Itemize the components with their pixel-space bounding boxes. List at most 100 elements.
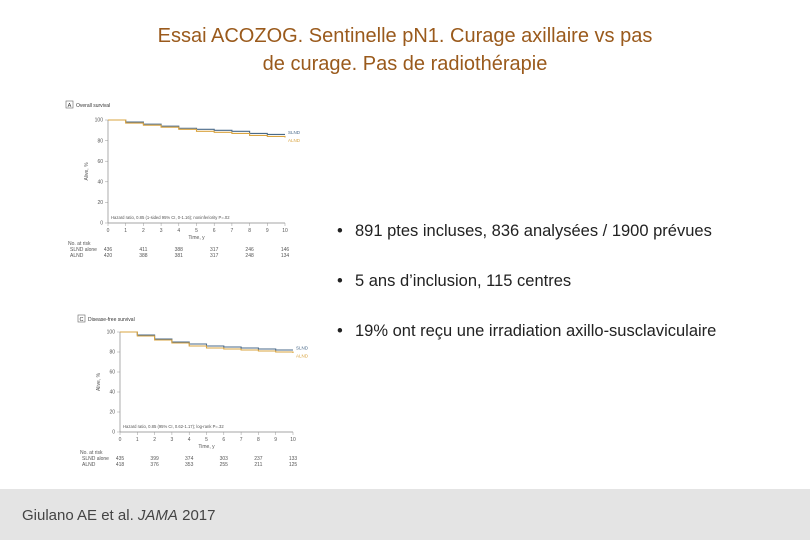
risk-table-cell: 125	[289, 462, 298, 468]
panel-letter: A	[68, 103, 72, 109]
disease-free-survival-figure: C Disease-free survival 0 20 40 60 80 100 0 1 2 3 4 5…	[75, 312, 315, 480]
risk-table-cell: 418	[116, 462, 125, 468]
risk-table-cell: 436	[104, 247, 113, 253]
overall-survival-figure: A Overall survival 0 20 40 60 80 100 0 1 2 3 4 5 6 7 8 9 1…	[60, 98, 300, 268]
survival-curve-alnd	[108, 119, 286, 138]
panel-letter-box	[77, 314, 86, 323]
x-tick-label: 1	[136, 437, 139, 443]
chart-title: Disease-free survival	[88, 317, 135, 323]
risk-table-cell: 255	[220, 462, 229, 468]
bullet-dot: •	[337, 272, 343, 290]
x-tick-label: 10	[290, 437, 296, 443]
y-axis-label: Alive, %	[84, 162, 90, 181]
bullet-item: • 5 ans d’inclusion, 115 centres	[337, 268, 807, 318]
risk-table-cell: 134	[281, 253, 290, 259]
risk-table-cell: 411	[139, 247, 147, 253]
bullet-text: 19% ont reçu une irradiation axillo-susc…	[355, 322, 717, 340]
x-tick-label: 1	[124, 228, 127, 234]
x-tick-label: 8	[248, 228, 251, 234]
y-tick-label: 60	[97, 159, 103, 165]
y-tick-label: 60	[109, 370, 115, 376]
x-tick-label: 9	[274, 437, 277, 443]
y-tick-label: 40	[109, 390, 115, 396]
series-label: SLND	[296, 346, 309, 351]
risk-table-cell: 211	[254, 462, 262, 468]
risk-table-cell: 420	[104, 253, 113, 259]
x-axis-label: Time, y	[198, 444, 215, 450]
risk-table-cell: 317	[210, 247, 219, 253]
disease-free-survival-chart: C Disease-free survival 0 20 40 60 80 100 0 1 2 3 4 5…	[77, 314, 309, 468]
y-tick-label: 80	[109, 350, 115, 356]
y-tick-label: 0	[112, 430, 115, 436]
risk-table-cell: 353	[185, 462, 194, 468]
series-label: ALND	[296, 354, 309, 359]
x-tick-label: 6	[213, 228, 216, 234]
y-tick-label: 100	[107, 330, 116, 336]
slide-title-line-2: de curage. Pas de radiothérapie	[262, 53, 548, 75]
risk-table-header: No. at risk	[80, 450, 103, 456]
x-tick-label: 7	[231, 228, 234, 234]
x-tick-label: 10	[282, 228, 288, 234]
risk-table-row-label: SLND alone	[82, 456, 109, 462]
y-tick-label: 20	[97, 200, 103, 206]
risk-table-row-label: SLND alone	[70, 247, 97, 253]
bullet-item: • 19% ont reçu une irradiation axillo-sus…	[337, 318, 807, 368]
citation-authors: Giulano AE et al.	[22, 507, 134, 524]
x-tick-label: 2	[142, 228, 145, 234]
x-tick-label: 0	[107, 228, 110, 234]
risk-table-cell: 133	[289, 456, 298, 462]
series-label: ALND	[288, 138, 300, 143]
risk-table-cell: 376	[150, 462, 159, 468]
x-tick-label: 3	[160, 228, 163, 234]
x-tick-label: 7	[240, 437, 243, 443]
x-tick-label: 4	[188, 437, 191, 443]
x-tick-label: 5	[195, 228, 198, 234]
bullet-list: • 891 ptes incluses, 836 analysées / 1900…	[337, 218, 807, 368]
citation-journal: JAMA	[137, 507, 178, 524]
x-tick-label: 8	[257, 437, 260, 443]
risk-table-cell: 374	[185, 456, 194, 462]
y-tick-label: 80	[97, 138, 103, 144]
footer-bar: Giulano AE et al. JAMA 2017	[0, 489, 810, 540]
risk-table-cell: 146	[281, 247, 290, 253]
panel-letter: C	[80, 317, 84, 323]
risk-table-row-label: ALND	[70, 253, 84, 259]
risk-table-cell: 388	[139, 253, 148, 259]
series-label: SLND alone	[288, 130, 300, 135]
x-tick-label: 3	[171, 437, 174, 443]
risk-table-cell: 399	[150, 456, 159, 462]
x-tick-label: 2	[153, 437, 156, 443]
bullet-dot: •	[337, 322, 343, 340]
y-tick-label: 100	[95, 118, 104, 124]
survival-curve-sln	[108, 119, 285, 135]
slide-title-line-1: Essai ACOZOG. Sentinelle pN1. Curage axi…	[157, 25, 653, 47]
overall-survival-chart: A Overall survival 0 20 40 60 80 100 0 1 2 3 4 5 6 7 8 9 1…	[65, 100, 300, 259]
bullet-item: • 891 ptes incluses, 836 analysées / 1900…	[337, 218, 807, 268]
survival-curve-alnd	[120, 331, 294, 353]
risk-table-row-label: ALND	[82, 462, 96, 468]
risk-table-cell: 317	[210, 253, 219, 259]
y-tick-label: 0	[100, 221, 103, 227]
x-tick-label: 0	[119, 437, 122, 443]
chart-title: Overall survival	[76, 103, 110, 109]
risk-table-cell: 303	[220, 456, 229, 462]
x-tick-label: 6	[222, 437, 225, 443]
y-axis-label: Alive, %	[96, 372, 102, 391]
risk-table-cell: 381	[175, 253, 184, 259]
citation: Giulano AE et al. JAMA 2017	[22, 507, 215, 524]
x-tick-label: 4	[177, 228, 180, 234]
y-tick-label: 40	[97, 180, 103, 186]
citation-year: 2017	[182, 507, 216, 524]
bullet-text: 5 ans d’inclusion, 115 centres	[355, 272, 572, 290]
hazard-ratio-annotation: Hazard ratio, 0.85 (1-sided 95% CI, 0-1.…	[111, 215, 230, 220]
hazard-ratio-annotation: Hazard ratio, 0.85 (95% CI, 0.62-1.17); …	[123, 424, 224, 429]
bullet-dot: •	[337, 222, 343, 240]
risk-table-cell: 388	[175, 247, 184, 253]
risk-table-cell: 248	[245, 253, 254, 259]
x-axis-label: Time, y	[188, 235, 205, 241]
risk-table-cell: 435	[116, 456, 125, 462]
risk-table-cell: 237	[254, 456, 263, 462]
slide-title: Essai ACOZOG. Sentinelle pN1. Curage axi…	[60, 22, 750, 78]
y-tick-label: 20	[109, 410, 115, 416]
panel-letter-box	[65, 100, 74, 109]
